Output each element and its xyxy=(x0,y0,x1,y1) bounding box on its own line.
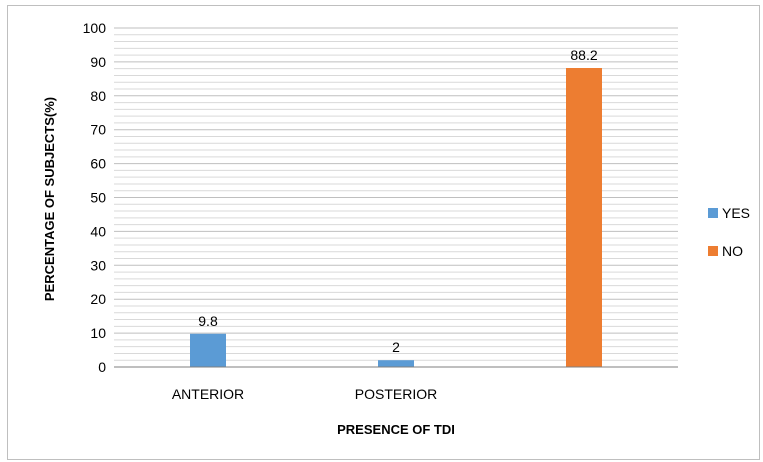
legend: YES NO xyxy=(708,205,750,259)
y-tick-label: 0 xyxy=(98,359,106,375)
y-tick-label: 10 xyxy=(90,325,106,341)
bar-no xyxy=(566,68,602,367)
y-tick-labels: 0 10 20 30 40 50 60 70 80 90 100 xyxy=(83,20,107,375)
x-tick-labels: ANTERIOR POSTERIOR xyxy=(172,386,437,402)
legend-label-yes: YES xyxy=(722,205,750,221)
y-axis-label: PERCENTAGE OF SUBJECTS(%) xyxy=(42,97,57,301)
x-axis-label: PRESENCE OF TDI xyxy=(337,422,455,437)
y-tick-label: 30 xyxy=(90,257,106,273)
y-tick-label: 40 xyxy=(90,223,106,239)
y-tick-label: 50 xyxy=(90,190,106,206)
y-tick-label: 90 xyxy=(90,54,106,70)
y-tick-label: 80 xyxy=(90,88,106,104)
data-label: 88.2 xyxy=(570,47,597,63)
bars xyxy=(190,68,602,367)
data-label: 9.8 xyxy=(198,313,218,329)
y-tick-label: 60 xyxy=(90,156,106,172)
chart-frame xyxy=(7,5,760,460)
data-label: 2 xyxy=(392,339,400,355)
data-labels: 9.8 2 88.2 xyxy=(198,47,598,355)
y-tick-label: 100 xyxy=(83,20,107,36)
x-tick-label: ANTERIOR xyxy=(172,386,244,402)
y-tick-label: 20 xyxy=(90,291,106,307)
bar-yes xyxy=(378,360,414,367)
legend-swatch-no xyxy=(708,246,718,256)
bar-yes xyxy=(190,333,226,367)
x-tick-label: POSTERIOR xyxy=(355,386,437,402)
y-tick-label: 70 xyxy=(90,122,106,138)
legend-label-no: NO xyxy=(722,243,743,259)
legend-swatch-yes xyxy=(708,208,718,218)
